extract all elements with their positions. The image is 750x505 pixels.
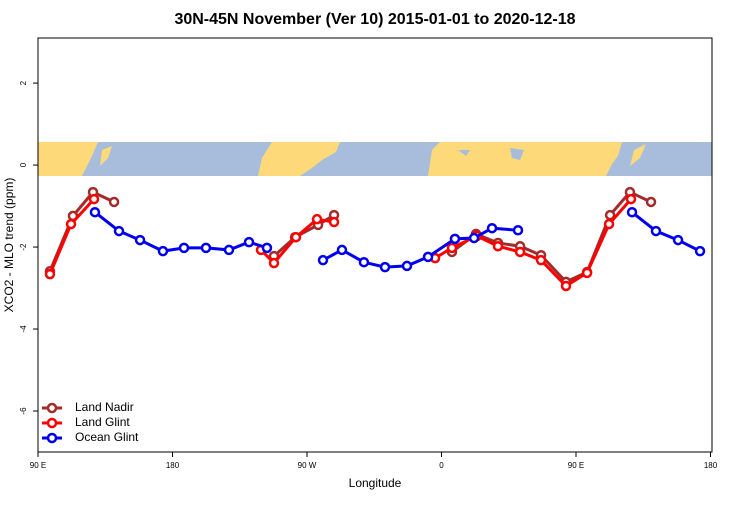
data-point bbox=[65, 218, 77, 230]
data-point bbox=[560, 280, 572, 292]
legend-label: Ocean Glint bbox=[75, 430, 139, 444]
data-point bbox=[44, 268, 56, 280]
data-point bbox=[468, 232, 480, 244]
data-point bbox=[650, 225, 662, 237]
data-point bbox=[645, 196, 657, 208]
legend-label: Land Glint bbox=[75, 415, 130, 429]
x-tick-label: 90 W bbox=[298, 461, 317, 470]
y-tick-label: -4 bbox=[19, 325, 28, 333]
data-point bbox=[672, 234, 684, 246]
x-tick-label: 180 bbox=[704, 461, 718, 470]
data-point bbox=[113, 225, 125, 237]
data-point bbox=[261, 242, 273, 254]
data-point bbox=[311, 213, 323, 225]
data-point bbox=[446, 242, 458, 254]
data-point bbox=[178, 242, 190, 254]
y-tick-label: 0 bbox=[19, 162, 28, 167]
data-point bbox=[512, 224, 524, 236]
chart-title: 30N-45N November (Ver 10) 2015-01-01 to … bbox=[174, 11, 575, 28]
x-tick-label: 0 bbox=[439, 461, 444, 470]
legend-marker bbox=[46, 417, 58, 429]
data-point bbox=[290, 231, 302, 243]
data-point bbox=[379, 261, 391, 273]
map-band bbox=[38, 142, 712, 176]
legend-marker bbox=[46, 432, 58, 444]
legend-label: Land Nadir bbox=[75, 400, 134, 414]
x-tick-label: 90 E bbox=[568, 461, 584, 470]
data-point bbox=[603, 218, 615, 230]
data-point bbox=[626, 206, 638, 218]
data-point bbox=[336, 244, 348, 256]
data-point bbox=[694, 245, 706, 257]
x-tick-label: 180 bbox=[166, 461, 180, 470]
data-point bbox=[317, 254, 329, 266]
y-axis-label: XCO2 - MLO trend (ppm) bbox=[2, 178, 16, 313]
data-point bbox=[581, 267, 593, 279]
legend-marker bbox=[46, 402, 58, 414]
data-point bbox=[157, 245, 169, 257]
data-point bbox=[486, 222, 498, 234]
data-point bbox=[89, 206, 101, 218]
data-point bbox=[108, 196, 120, 208]
x-tick-label: 90 E bbox=[30, 461, 46, 470]
y-tick-label: 2 bbox=[19, 80, 28, 85]
data-point bbox=[328, 216, 340, 228]
data-point bbox=[358, 256, 370, 268]
data-point bbox=[88, 193, 100, 205]
data-point bbox=[243, 236, 255, 248]
data-point bbox=[449, 233, 461, 245]
data-point bbox=[422, 251, 434, 263]
y-tick-label: -6 bbox=[19, 407, 28, 415]
x-axis-label: Longitude bbox=[349, 476, 402, 490]
data-point bbox=[223, 244, 235, 256]
data-point bbox=[401, 260, 413, 272]
data-point bbox=[625, 193, 637, 205]
data-point bbox=[268, 257, 280, 269]
data-point bbox=[492, 240, 504, 252]
data-point bbox=[134, 234, 146, 246]
data-point bbox=[514, 246, 526, 258]
y-tick-label: -2 bbox=[19, 243, 28, 251]
data-point bbox=[535, 254, 547, 266]
plot-frame bbox=[37, 37, 713, 453]
data-point bbox=[200, 242, 212, 254]
